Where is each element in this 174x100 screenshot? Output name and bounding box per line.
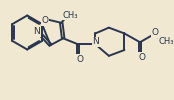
Text: O: O <box>151 28 158 37</box>
Text: O: O <box>139 53 146 62</box>
Text: O: O <box>77 55 84 64</box>
Text: CH₃: CH₃ <box>158 37 174 46</box>
Text: N: N <box>92 37 99 46</box>
Text: O: O <box>41 16 48 25</box>
Text: CH₃: CH₃ <box>63 10 78 20</box>
Text: N: N <box>34 27 40 36</box>
